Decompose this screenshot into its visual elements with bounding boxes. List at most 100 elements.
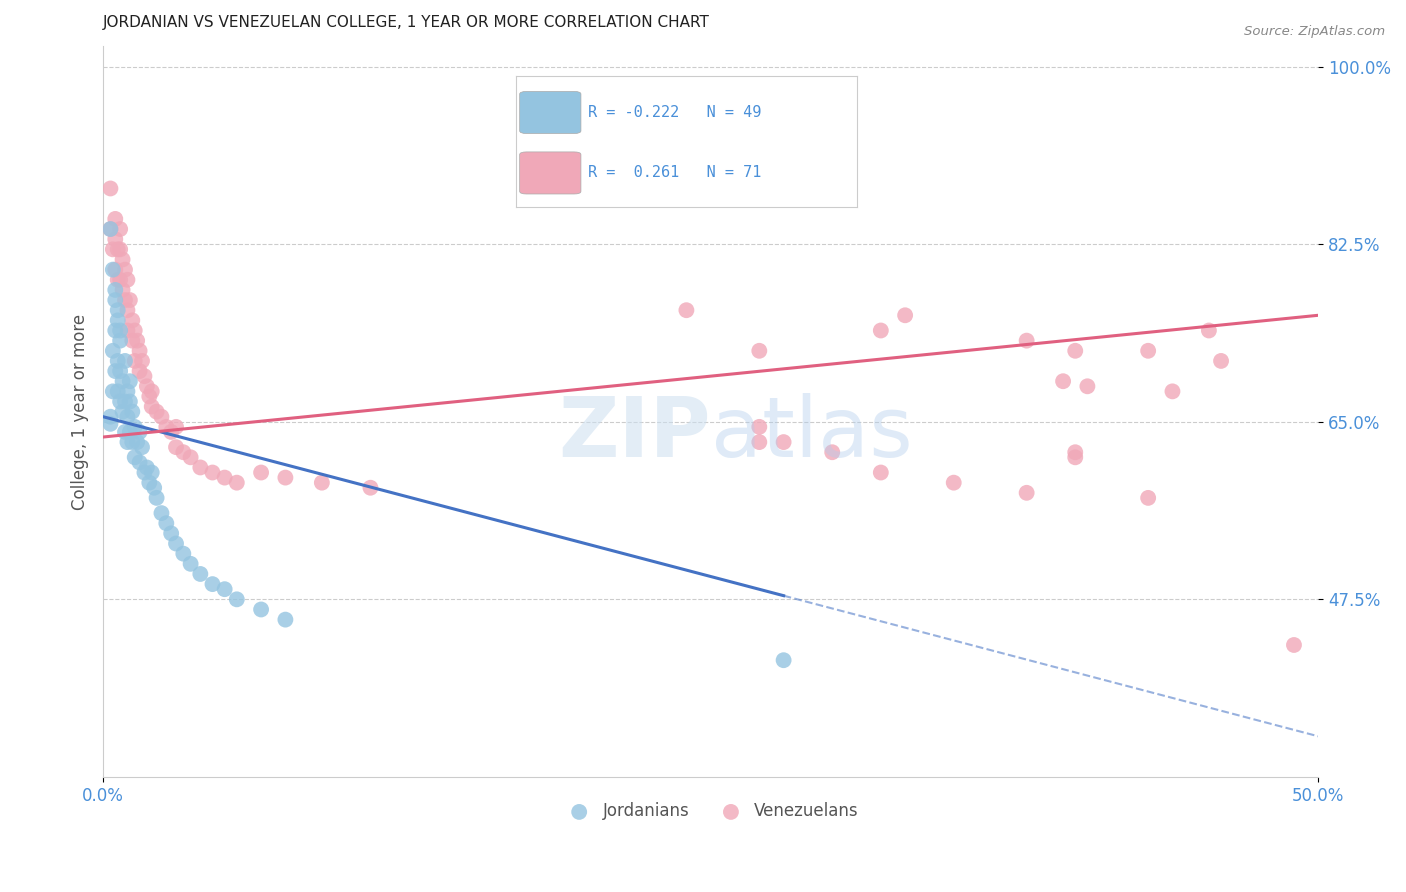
Point [124,324,146,338]
Point [111,374,134,388]
Point [100,222,122,236]
Point [100,417,122,431]
Point [821,445,844,459]
Text: Source: ZipAtlas.com: Source: ZipAtlas.com [1244,25,1385,38]
Point [117,273,139,287]
Point [101,343,124,358]
Point [121,404,143,418]
Point [107,303,129,318]
Point [1064,450,1087,465]
Point [180,557,202,571]
Point [214,582,236,597]
Point [100,409,122,424]
Point [118,425,141,439]
Point [225,592,247,607]
Point [100,222,122,236]
Point [155,516,177,531]
Point [118,293,141,307]
Point [121,435,143,450]
Point [172,547,194,561]
Point [114,262,136,277]
Point [748,343,770,358]
Point [145,404,167,418]
Point [150,409,173,424]
Point [124,450,146,465]
Point [104,211,127,226]
Point [128,455,150,469]
Point [869,324,891,338]
Point [748,435,770,450]
Point [104,262,127,277]
Point [107,313,129,327]
Point [134,466,156,480]
Point [155,420,177,434]
Point [108,334,131,348]
Point [117,384,139,399]
Point [225,475,247,490]
Point [118,374,141,388]
Point [124,420,146,434]
Point [274,613,297,627]
Point [118,394,141,409]
Point [117,435,139,450]
Point [188,460,211,475]
Point [1064,445,1087,459]
Point [160,425,183,439]
Point [108,394,131,409]
Point [359,481,381,495]
Point [143,481,166,495]
Point [160,526,183,541]
Point [138,475,160,490]
Point [111,252,134,267]
Point [274,470,297,484]
Point [104,324,127,338]
Text: JORDANIAN VS VENEZUELAN COLLEGE, 1 YEAR OR MORE CORRELATION CHART: JORDANIAN VS VENEZUELAN COLLEGE, 1 YEAR … [103,15,710,30]
Point [141,400,163,414]
Point [311,475,333,490]
Point [131,354,153,368]
Point [104,283,127,297]
Point [172,445,194,459]
Point [141,384,163,399]
Point [108,364,131,378]
Text: ZIP: ZIP [558,393,710,474]
Point [138,389,160,403]
Point [107,354,129,368]
Point [117,324,139,338]
Point [1161,384,1184,399]
Point [894,308,917,322]
Point [1015,485,1038,500]
Point [114,425,136,439]
Point [101,243,124,257]
Point [180,450,202,465]
Point [117,409,139,424]
Point [675,303,697,318]
Y-axis label: College, 1 year or more: College, 1 year or more [72,314,89,509]
Legend: Jordanians, Venezuelans: Jordanians, Venezuelans [555,796,866,827]
Point [101,384,124,399]
Point [104,232,127,246]
Point [111,283,134,297]
Point [121,313,143,327]
Point [114,293,136,307]
Point [145,491,167,505]
Point [201,577,224,591]
Point [135,460,157,475]
Point [107,273,129,287]
Point [108,222,131,236]
Point [250,602,273,616]
Text: atlas: atlas [710,393,912,474]
Point [1015,334,1038,348]
Point [114,354,136,368]
Point [121,334,143,348]
Point [100,181,122,195]
Point [128,425,150,439]
Point [1209,354,1232,368]
Point [111,404,134,418]
Point [869,466,891,480]
Point [114,394,136,409]
Point [108,243,131,257]
Point [772,653,794,667]
Point [127,334,149,348]
Point [1137,343,1160,358]
